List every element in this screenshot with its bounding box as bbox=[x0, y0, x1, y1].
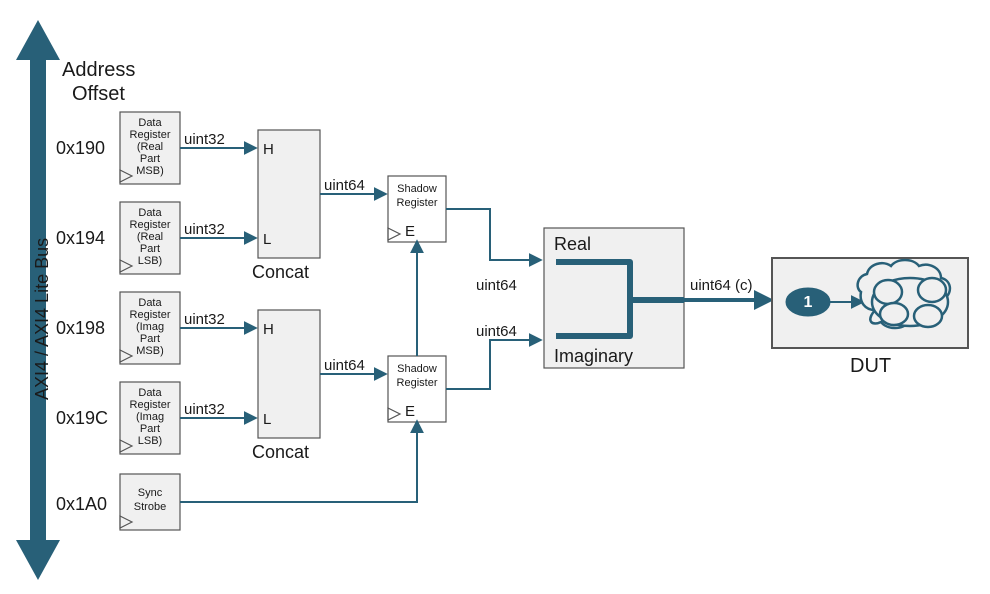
svg-text:Concat: Concat bbox=[252, 442, 309, 462]
shadow-imag: Shadow Register E bbox=[388, 356, 446, 422]
svg-text:Part: Part bbox=[140, 423, 160, 435]
header-line1: Address bbox=[62, 59, 135, 81]
svg-text:Shadow: Shadow bbox=[397, 183, 437, 195]
type-reg2: uint32 bbox=[184, 311, 225, 328]
svg-text:Sync: Sync bbox=[138, 487, 163, 499]
svg-text:Register: Register bbox=[130, 219, 171, 231]
svg-text:MSB): MSB) bbox=[136, 165, 164, 177]
offset-1: 0x194 bbox=[56, 228, 105, 248]
svg-text:Register: Register bbox=[397, 197, 438, 209]
svg-text:Shadow: Shadow bbox=[397, 363, 437, 375]
type-reg3: uint32 bbox=[184, 401, 225, 418]
type-concat-imag: uint64 bbox=[324, 357, 365, 374]
svg-text:(Real: (Real bbox=[137, 231, 163, 243]
svg-text:MSB): MSB) bbox=[136, 345, 164, 357]
svg-text:Data: Data bbox=[138, 387, 162, 399]
svg-text:1: 1 bbox=[804, 294, 813, 311]
type-reg1: uint32 bbox=[184, 221, 225, 238]
svg-text:Data: Data bbox=[138, 297, 162, 309]
wire-shadow-imag-out bbox=[446, 340, 540, 389]
svg-text:Register: Register bbox=[130, 399, 171, 411]
svg-text:LSB): LSB) bbox=[138, 435, 162, 447]
svg-text:Part: Part bbox=[140, 153, 160, 165]
reg-imag-msb: Data Register (Imag Part MSB) bbox=[120, 292, 180, 364]
svg-text:Imaginary: Imaginary bbox=[554, 346, 633, 366]
type-concat-real: uint64 bbox=[324, 177, 365, 194]
wire-shadow-real-out bbox=[446, 209, 540, 260]
svg-text:(Imag: (Imag bbox=[136, 321, 164, 333]
svg-text:Real: Real bbox=[554, 234, 591, 254]
type-shadow-real: uint64 bbox=[476, 277, 517, 294]
reg-real-lsb: Data Register (Real Part LSB) bbox=[120, 202, 180, 274]
type-reg0: uint32 bbox=[184, 131, 225, 148]
svg-text:(Imag: (Imag bbox=[136, 411, 164, 423]
svg-text:L: L bbox=[263, 411, 271, 428]
svg-text:Part: Part bbox=[140, 243, 160, 255]
svg-text:L: L bbox=[263, 231, 271, 248]
svg-text:E: E bbox=[405, 403, 415, 420]
offset-2: 0x198 bbox=[56, 318, 105, 338]
concat-real: H L Concat bbox=[252, 130, 320, 282]
svg-text:(Real: (Real bbox=[137, 141, 163, 153]
dut-block: 1 DUT bbox=[772, 258, 968, 377]
svg-text:Part: Part bbox=[140, 333, 160, 345]
svg-text:H: H bbox=[263, 141, 274, 158]
svg-text:Data: Data bbox=[138, 117, 162, 129]
svg-text:H: H bbox=[263, 321, 274, 338]
header-line2: Offset bbox=[72, 83, 125, 105]
svg-text:Register: Register bbox=[397, 377, 438, 389]
svg-text:Register: Register bbox=[130, 129, 171, 141]
type-shadow-imag: uint64 bbox=[476, 323, 517, 340]
svg-text:Data: Data bbox=[138, 207, 162, 219]
svg-text:Strobe: Strobe bbox=[134, 501, 166, 513]
concat-imag: H L Concat bbox=[252, 310, 320, 462]
type-combiner-out: uint64 (c) bbox=[690, 277, 753, 294]
svg-text:Concat: Concat bbox=[252, 262, 309, 282]
complex-combiner: Real Imaginary bbox=[544, 228, 684, 368]
svg-text:E: E bbox=[405, 223, 415, 240]
axi-bus-label: AXI4 / AXI4 Lite Bus bbox=[32, 238, 52, 400]
reg-sync-strobe: Sync Strobe bbox=[120, 474, 180, 530]
offset-0: 0x190 bbox=[56, 138, 105, 158]
svg-text:DUT: DUT bbox=[850, 355, 891, 377]
svg-text:LSB): LSB) bbox=[138, 255, 162, 267]
offset-4: 0x1A0 bbox=[56, 494, 107, 514]
reg-real-msb: Data Register (Real Part MSB) bbox=[120, 112, 180, 184]
shadow-real: Shadow Register E bbox=[388, 176, 446, 242]
offset-3: 0x19C bbox=[56, 408, 108, 428]
svg-text:Register: Register bbox=[130, 309, 171, 321]
reg-imag-lsb: Data Register (Imag Part LSB) bbox=[120, 382, 180, 454]
